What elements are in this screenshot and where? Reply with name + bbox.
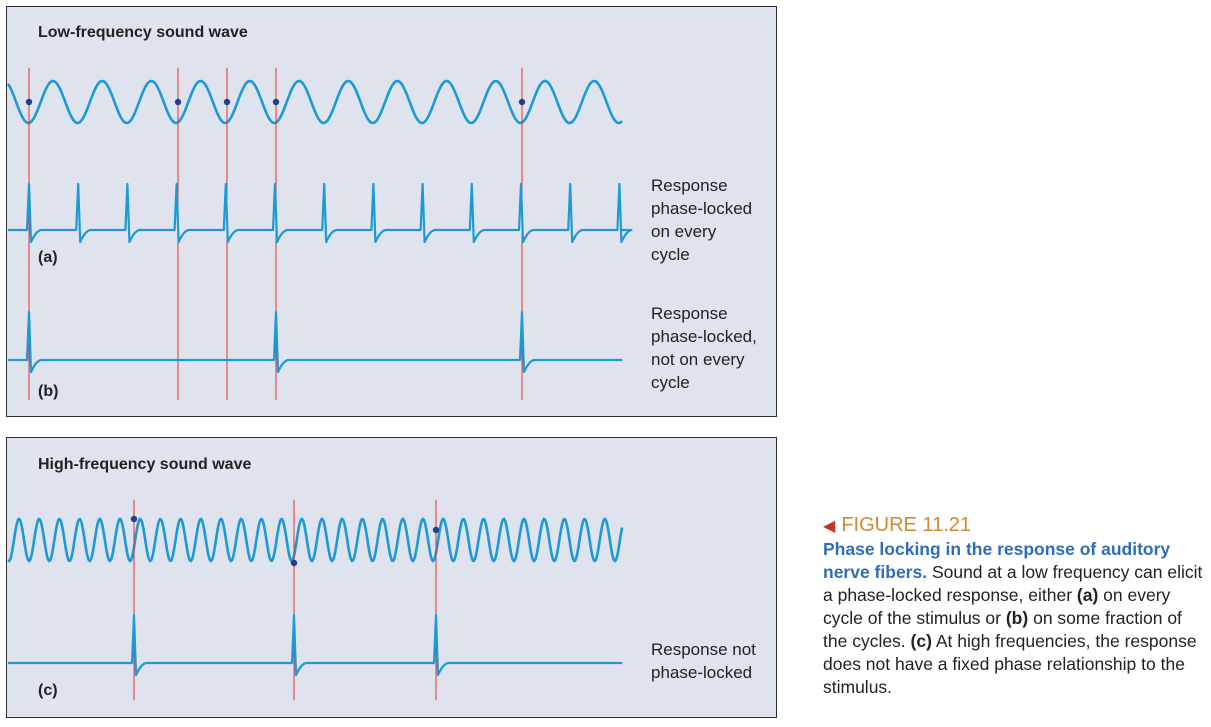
caption-ref-c: (c): [910, 631, 932, 651]
response-a-line: cycle: [651, 245, 690, 264]
response-c-line: phase-locked: [651, 663, 753, 682]
spike-train-c: [8, 613, 622, 677]
response-b-line: cycle: [651, 373, 690, 392]
phase-dot: [25, 98, 33, 106]
spike-train-a: [8, 182, 633, 244]
spike-train-b: [8, 310, 622, 374]
label-c: (c): [38, 682, 58, 699]
figure-number: ◀ FIGURE 11.21: [823, 514, 1211, 538]
phase-dot: [518, 98, 526, 106]
response-a-line: phase-locked: [651, 199, 753, 218]
high-frequency-wave: [7, 517, 624, 563]
low-frequency-title: Low-frequency sound wave: [38, 24, 248, 41]
response-c-label: Response not phase-locked: [651, 638, 781, 684]
triangle-left-icon: ◀: [823, 518, 836, 535]
caption-text: on every cycle of the stimulus or: [823, 585, 1171, 628]
phase-dot: [223, 98, 231, 106]
label-b: (b): [38, 383, 59, 400]
phase-dot: [290, 559, 298, 567]
phase-dot: [174, 98, 182, 106]
phase-dot: [272, 98, 280, 106]
label-a: (a): [38, 249, 58, 266]
response-a-line: on every: [651, 222, 717, 241]
caption-text: on some fraction of the cycles.: [823, 608, 1182, 651]
caption-ref-b: (b): [1005, 608, 1029, 628]
caption-title: Phase locking in the response of auditor…: [823, 539, 1171, 582]
caption-text: Sound at a low frequency can elicit a ph…: [823, 562, 1203, 605]
high-frequency-title: High-frequency sound wave: [38, 456, 252, 473]
response-b-line: not on every: [651, 350, 745, 369]
response-b-line: Response: [651, 304, 728, 323]
response-a-label: Response phase-locked on every cycle: [651, 174, 781, 266]
figure-number-text: FIGURE 11.21: [841, 514, 971, 536]
caption-text: At high frequencies, the response does n…: [823, 631, 1197, 697]
caption-ref-a: (a): [1076, 585, 1099, 605]
phase-dot: [432, 526, 440, 534]
response-a-line: Response: [651, 176, 728, 195]
response-b-line: phase-locked,: [651, 327, 757, 346]
low-frequency-panel: [6, 6, 777, 417]
phase-dot: [130, 515, 138, 523]
figure-caption: ◀ FIGURE 11.21 Phase locking in the respo…: [823, 514, 1211, 699]
response-b-label: Response phase-locked, not on every cycl…: [651, 302, 781, 394]
response-c-line: Response not: [651, 640, 756, 659]
low-frequency-wave: [6, 79, 623, 125]
